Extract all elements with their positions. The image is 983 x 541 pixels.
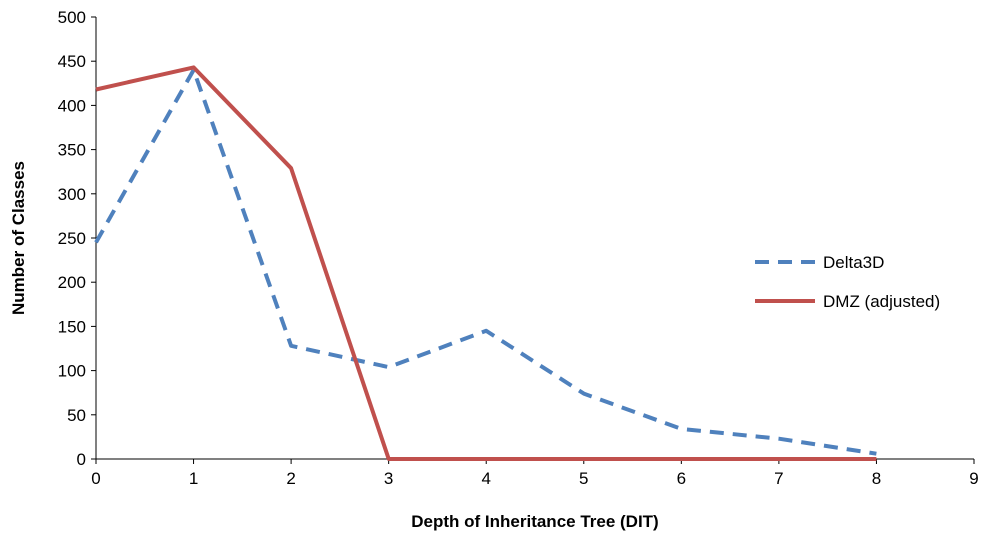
x-tick-label: 9 [969, 469, 978, 488]
y-tick-label: 200 [58, 273, 86, 292]
x-tick-label: 7 [774, 469, 783, 488]
x-tick-label: 3 [384, 469, 393, 488]
x-tick-label: 0 [91, 469, 100, 488]
y-tick-label: 250 [58, 229, 86, 248]
x-tick-label: 6 [677, 469, 686, 488]
x-tick-label: 8 [872, 469, 881, 488]
x-axis-ticks: 0 1 2 3 4 5 6 7 8 9 [91, 459, 979, 488]
y-tick-label: 450 [58, 52, 86, 71]
x-axis-title: Depth of Inheritance Tree (DIT) [411, 512, 658, 531]
x-tick-label: 2 [286, 469, 295, 488]
series-line-dmz-adjusted [95, 65, 877, 461]
y-tick-label: 350 [58, 141, 86, 160]
y-tick-label: 500 [58, 8, 86, 27]
legend-label: Delta3D [823, 253, 884, 272]
series-line-delta3d [94, 68, 877, 456]
y-tick-label: 150 [58, 317, 86, 336]
legend-label: DMZ (adjusted) [823, 292, 940, 311]
y-axis-title: Number of Classes [9, 161, 28, 315]
x-tick-label: 5 [579, 469, 588, 488]
series-layer [94, 65, 877, 461]
y-tick-label: 50 [67, 406, 86, 425]
legend: Delta3D DMZ (adjusted) [755, 253, 940, 311]
x-tick-label: 4 [481, 469, 490, 488]
y-tick-label: 0 [77, 450, 86, 469]
y-tick-label: 400 [58, 96, 86, 115]
y-tick-label: 300 [58, 185, 86, 204]
y-tick-label: 100 [58, 362, 86, 381]
y-axis-ticks: 0 50 100 150 200 250 300 350 400 450 500 [58, 8, 96, 469]
x-tick-label: 1 [189, 469, 198, 488]
